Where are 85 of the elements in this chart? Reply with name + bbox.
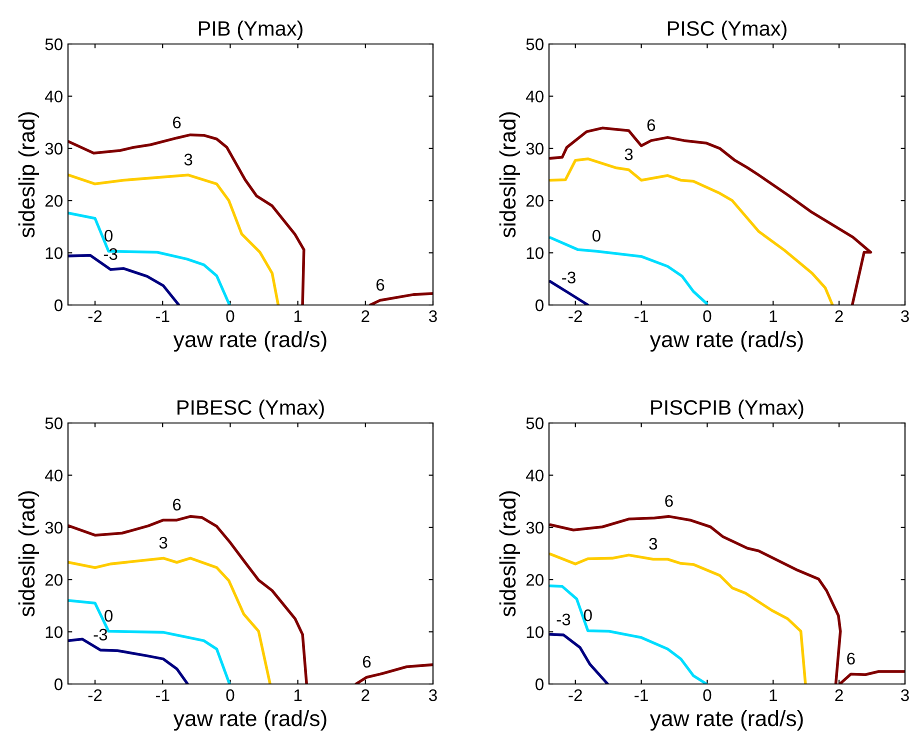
chart-title: PIB (Ymax): [198, 20, 302, 40]
y-tick-label: 30: [526, 142, 544, 155]
x-axis-title: yaw rate (rad/s): [173, 330, 326, 352]
x-tick-label: 0: [226, 310, 234, 322]
x-tick-label: 1: [294, 689, 302, 701]
y-tick-label: 20: [526, 574, 544, 586]
series-label: 3: [624, 148, 633, 160]
y-tick-label: 10: [526, 626, 544, 638]
series-label: -3: [94, 628, 108, 641]
x-axis-title: yaw rate (rad/s): [650, 330, 803, 352]
x-tick-label: -1: [634, 310, 648, 322]
x-tick-label: 2: [835, 689, 843, 701]
x-tick-label: 2: [362, 689, 370, 701]
x-tick-label: 2: [362, 310, 370, 322]
y-axis-title: sideslip (rad): [18, 112, 40, 238]
series-label: 3: [649, 538, 658, 550]
y-tick-label: 10: [526, 247, 544, 260]
series-label: 6: [173, 116, 181, 128]
y-tick-label: 0: [536, 678, 544, 690]
x-tick-label: 3: [429, 689, 437, 702]
y-tick-label: 0: [54, 678, 62, 690]
y-tick-label: 0: [536, 299, 544, 312]
y-tick-label: 50: [45, 38, 62, 50]
text: 6: [362, 656, 371, 668]
series-label: 0: [104, 230, 113, 242]
x-tick-label: -1: [156, 689, 170, 701]
line-series: [549, 552, 807, 684]
y-tick-label: 50: [526, 417, 544, 430]
series-label: -3: [562, 272, 576, 284]
y-tick-label: 40: [44, 90, 62, 102]
y-tick-label: 30: [526, 522, 544, 534]
chart-title: PISCPIB (Ymax): [651, 400, 804, 419]
line-series: [549, 633, 610, 684]
x-tick-label: -2: [568, 689, 582, 701]
text: 6: [376, 278, 384, 291]
y-tick-label: 10: [46, 247, 62, 260]
y-tick-label: 30: [45, 142, 62, 155]
chart-title: PIBESC (Ymax): [178, 400, 324, 419]
series-label: 6: [173, 498, 181, 511]
x-tick-label: 0: [703, 310, 712, 322]
y-axis-title: sideslip (rad): [18, 491, 40, 616]
series-label: 0: [592, 230, 600, 242]
chart-title: PISC (Ymax): [668, 20, 786, 40]
line-series: [68, 599, 231, 684]
series-label: 3: [184, 154, 192, 166]
x-tick-label: -1: [156, 310, 170, 322]
x-tick-label: 3: [901, 689, 909, 702]
series-label: 0: [104, 610, 113, 622]
series-label: 0: [584, 609, 592, 622]
y-axis-title: sideslip (rad): [499, 112, 520, 238]
y-tick-label: 10: [46, 626, 62, 638]
y-tick-label: 20: [45, 574, 62, 586]
y-tick-label: 20: [45, 195, 62, 207]
y-tick-label: 0: [54, 299, 62, 312]
x-tick-label: -1: [634, 689, 648, 701]
y-tick-label: 30: [45, 522, 62, 534]
y-tick-label: 20: [526, 195, 544, 207]
y-tick-label: 40: [526, 470, 544, 482]
x-tick-label: 1: [770, 310, 777, 322]
y-tick-label: 40: [44, 470, 62, 482]
series-label: -3: [556, 614, 570, 626]
line-series: [68, 212, 231, 305]
y-tick-label: 50: [526, 38, 544, 50]
x-tick-label: -2: [568, 310, 582, 322]
line-series: [549, 584, 708, 684]
x-tick-label: 1: [770, 689, 777, 701]
x-tick-label: -2: [88, 689, 102, 701]
x-tick-label: 3: [901, 310, 909, 322]
line-series: [68, 556, 272, 684]
x-tick-label: 2: [835, 310, 843, 322]
x-axis-title: yaw rate (rad/s): [173, 710, 326, 731]
x-axis-title: yaw rate (rad/s): [650, 710, 803, 731]
x-tick-label: 3: [429, 310, 437, 322]
y-tick-label: 50: [45, 417, 62, 430]
text: 6: [665, 495, 673, 507]
series-label: 6: [847, 652, 855, 665]
y-tick-label: 40: [526, 90, 544, 102]
line-series: [68, 174, 280, 305]
x-tick-label: 0: [703, 689, 712, 702]
x-tick-label: 1: [294, 310, 302, 322]
x-tick-label: -2: [88, 310, 102, 322]
x-tick-label: 0: [226, 689, 234, 702]
y-axis-title: sideslip (rad): [499, 491, 520, 616]
series-label: 3: [159, 536, 168, 549]
series-label: 6: [647, 119, 656, 132]
